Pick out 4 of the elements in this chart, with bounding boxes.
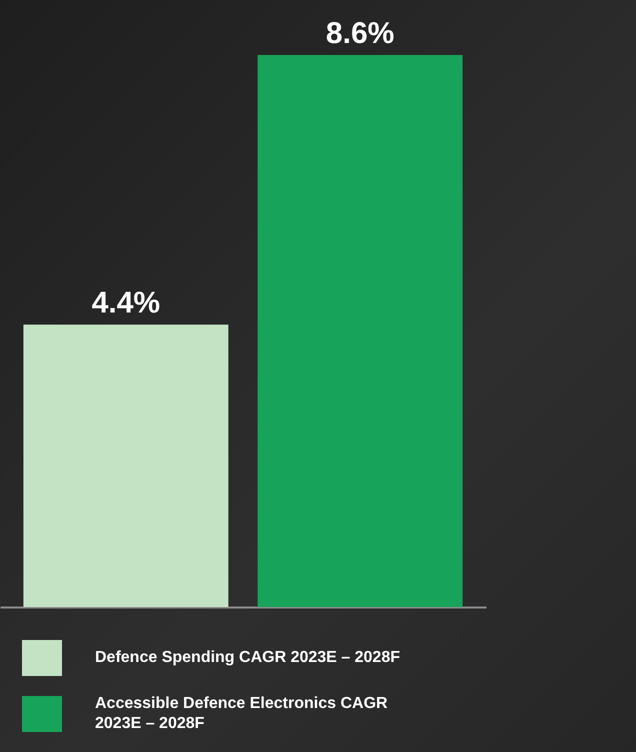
data-label: 4.4% (92, 286, 160, 320)
data-label: 8.6% (326, 17, 394, 50)
legend-label: Defence Spending CAGR 2023E – 2028F (95, 648, 401, 668)
legend-label: Accessible Defence Electronics CAGR 2023E – 2028F (95, 694, 389, 734)
